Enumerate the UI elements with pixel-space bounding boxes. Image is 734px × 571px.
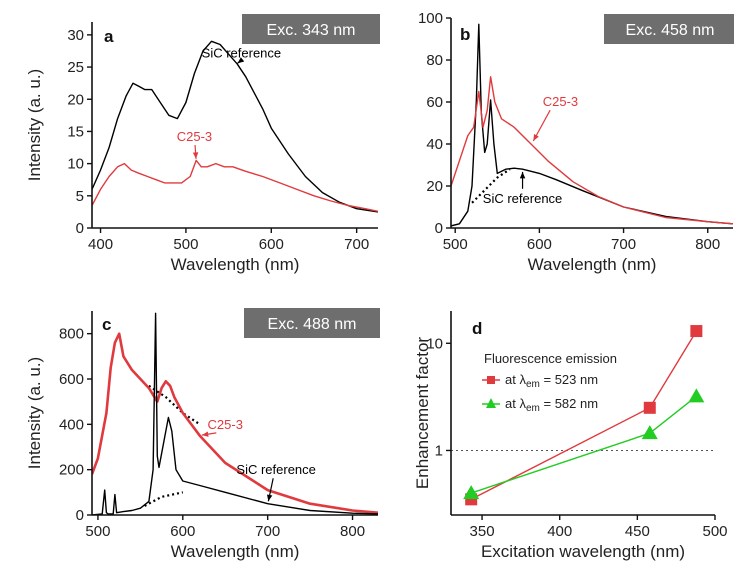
data-point-triangle <box>463 485 480 500</box>
data-point-square <box>643 401 656 414</box>
legend-title: Fluorescence emission <box>484 351 617 366</box>
annotation-label: C25-3 <box>543 94 578 109</box>
x-tick-label: 600 <box>170 523 195 540</box>
annotation-arrowhead <box>192 152 199 159</box>
excitation-badge-text: Exc. 488 nm <box>268 316 357 333</box>
panel-label: d <box>472 319 482 338</box>
panel-a: 400 500 600 700 0 5 10 15 20 25 30 Wavelength (nm) I… <box>25 14 380 274</box>
legend-marker-square <box>487 376 495 384</box>
panel-d: 350 400 450 500 1 10 Excitation wavelength (nm… <box>413 311 728 561</box>
x-tick-label: 800 <box>695 236 720 253</box>
y-tick-label: 30 <box>67 27 84 44</box>
dotted-baseline-1 <box>148 384 201 426</box>
x-tick-label: 400 <box>88 236 113 253</box>
y-tick-label: 20 <box>426 178 443 195</box>
panel-label: a <box>104 27 114 46</box>
data-point-triangle <box>641 425 658 440</box>
annotation-label: SiC reference <box>236 462 315 477</box>
x-tick-label: 500 <box>85 523 110 540</box>
annotation-arrowhead <box>237 57 245 64</box>
y-tick-label: 200 <box>59 462 84 479</box>
excitation-badge-text: Exc. 343 nm <box>267 22 356 39</box>
y-axis-label: Enhancement factor <box>413 337 432 489</box>
y-tick-label: 60 <box>426 94 443 111</box>
y-tick-label: 600 <box>59 371 84 388</box>
panel-label: b <box>460 25 470 44</box>
data-point-triangle <box>688 388 705 403</box>
legend-label: at λem = 582 nm <box>505 396 598 414</box>
legend-label-part: at λ <box>505 396 526 411</box>
x-tick-label: 500 <box>702 523 727 540</box>
panel-b: 500 600 700 800 0 20 40 60 80 100 Wavelength (nm) b… <box>418 10 734 274</box>
y-tick-label: 400 <box>59 416 84 433</box>
x-tick-label: 600 <box>259 236 284 253</box>
y-tick-label: 100 <box>418 10 443 27</box>
x-tick-label: 400 <box>547 523 572 540</box>
legend-label-part: at λ <box>505 372 526 387</box>
x-tick-label: 700 <box>344 236 369 253</box>
x-tick-label: 350 <box>470 523 495 540</box>
x-axis-label: Wavelength (nm) <box>171 255 300 274</box>
y-tick-label: 0 <box>76 220 84 237</box>
y-tick-label: 80 <box>426 52 443 69</box>
y-axis-label: Intensity (a. u.) <box>25 357 44 469</box>
y-tick-label: 0 <box>435 220 443 237</box>
y-tick-label: 40 <box>426 136 443 153</box>
y-tick-label: 1 <box>435 442 443 459</box>
y-tick-label: 5 <box>76 188 84 205</box>
series-line-0 <box>92 332 378 514</box>
annotation-label: C25-3 <box>177 129 212 144</box>
x-tick-label: 700 <box>611 236 636 253</box>
annotation-label: SiC reference <box>202 45 281 60</box>
legend-label: at λem = 523 nm <box>505 372 598 390</box>
x-axis-label: Wavelength (nm) <box>171 542 300 561</box>
y-tick-label: 25 <box>67 59 84 76</box>
panel-c: 500 600 700 800 0 200 400 600 800 Wavelength (nm)… <box>25 308 380 561</box>
x-tick-label: 700 <box>255 523 280 540</box>
dotted-baseline-0 <box>471 168 511 204</box>
annotation-arrowhead <box>267 494 273 502</box>
y-tick-label: 10 <box>426 335 443 352</box>
legend-label-part: = 523 nm <box>540 372 598 387</box>
x-axis-label: Wavelength (nm) <box>528 255 657 274</box>
series-line-1 <box>92 312 378 515</box>
y-tick-label: 800 <box>59 326 84 343</box>
legend-label-subscript: em <box>526 379 540 390</box>
legend-label-part: = 582 nm <box>540 396 598 411</box>
legend-label-subscript: em <box>526 403 540 414</box>
annotation-arrowhead <box>201 431 209 437</box>
x-axis-label: Excitation wavelength (nm) <box>481 542 685 561</box>
excitation-badge <box>242 14 380 44</box>
dotted-baseline-0 <box>144 491 184 507</box>
x-tick-label: 450 <box>625 523 650 540</box>
annotation-arrowhead <box>533 134 539 141</box>
y-axis-label: Intensity (a. u.) <box>25 69 44 181</box>
x-tick-label: 800 <box>340 523 365 540</box>
series-line-1 <box>92 159 378 212</box>
panel-label: c <box>102 315 111 334</box>
y-tick-label: 0 <box>76 507 84 524</box>
legend-marker-triangle <box>486 398 496 408</box>
series-line-0 <box>92 40 378 213</box>
annotation-arrowhead <box>519 171 526 179</box>
excitation-badge <box>244 308 380 338</box>
annotation-label: C25-3 <box>208 417 243 432</box>
annotation-label: SiC reference <box>483 191 562 206</box>
data-point-square <box>690 325 703 338</box>
excitation-badge <box>604 14 734 44</box>
y-tick-label: 20 <box>67 91 84 108</box>
series-line-1 <box>451 76 733 225</box>
y-tick-label: 10 <box>67 156 84 173</box>
x-tick-label: 500 <box>443 236 468 253</box>
excitation-badge-text: Exc. 458 nm <box>626 22 715 39</box>
y-tick-label: 15 <box>67 123 84 140</box>
x-tick-label: 500 <box>173 236 198 253</box>
x-tick-label: 600 <box>527 236 552 253</box>
